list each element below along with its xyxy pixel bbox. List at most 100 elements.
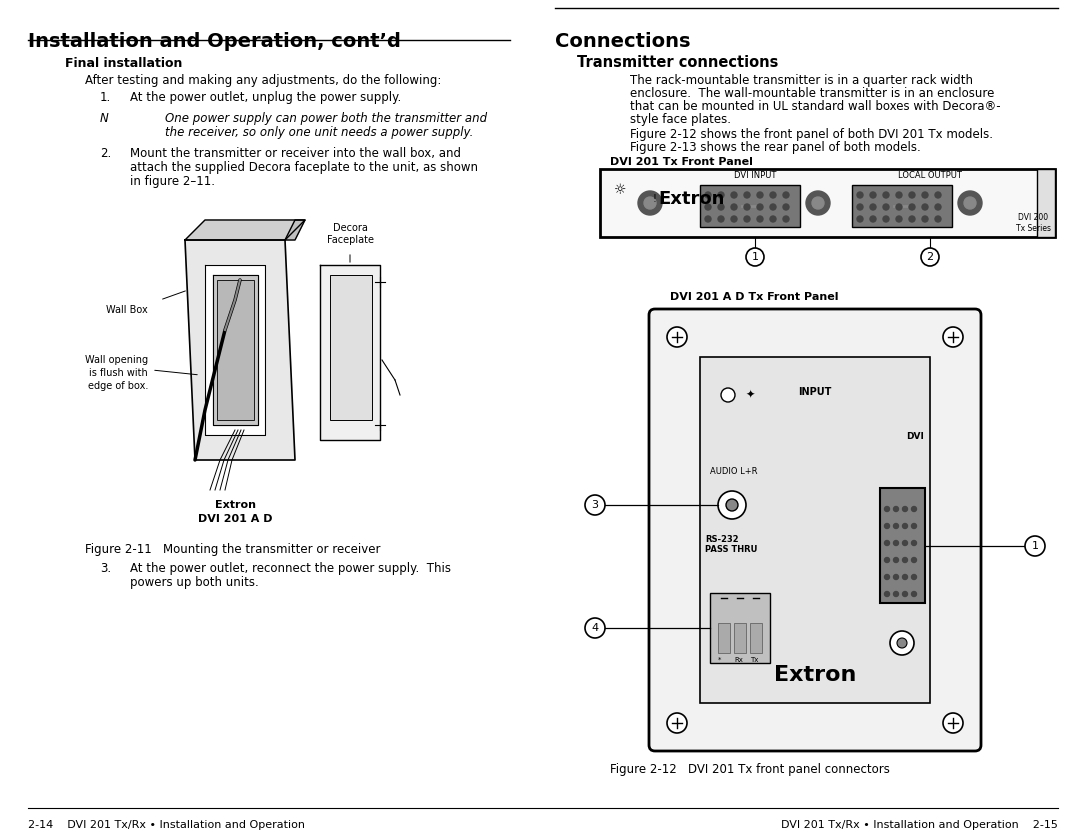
Bar: [700, 357, 930, 703]
Circle shape: [705, 204, 711, 210]
Text: 4: 4: [592, 623, 598, 633]
Text: RS-232
PASS THRU: RS-232 PASS THRU: [705, 535, 757, 555]
Circle shape: [770, 192, 777, 198]
Text: Connections: Connections: [555, 32, 690, 51]
Circle shape: [922, 204, 928, 210]
Circle shape: [858, 204, 863, 210]
Text: 2-14    DVI 201 Tx/Rx • Installation and Operation: 2-14 DVI 201 Tx/Rx • Installation and Op…: [28, 820, 305, 830]
Circle shape: [858, 192, 863, 198]
Text: ☼: ☼: [613, 183, 626, 197]
Text: DVI 201 A D Tx Front Panel: DVI 201 A D Tx Front Panel: [670, 292, 838, 302]
Circle shape: [912, 591, 917, 596]
Circle shape: [770, 216, 777, 222]
Circle shape: [726, 499, 738, 511]
Text: DVI 200
Tx Series: DVI 200 Tx Series: [1015, 213, 1051, 233]
Circle shape: [718, 491, 746, 519]
Text: DVI INPUT: DVI INPUT: [733, 171, 777, 180]
Bar: [718, 623, 730, 653]
Circle shape: [903, 506, 907, 511]
Bar: [852, 185, 951, 227]
Text: Wall Box: Wall Box: [106, 305, 148, 315]
Circle shape: [909, 216, 915, 222]
Text: Extron: Extron: [773, 665, 856, 685]
Circle shape: [964, 197, 976, 209]
Text: Rx: Rx: [734, 657, 743, 663]
Circle shape: [858, 216, 863, 222]
Text: 3.: 3.: [100, 562, 111, 575]
Circle shape: [893, 506, 899, 511]
Text: powers up both units.: powers up both units.: [130, 576, 259, 589]
Text: Wall opening
is flush with
edge of box.: Wall opening is flush with edge of box.: [85, 355, 148, 391]
Polygon shape: [285, 220, 305, 240]
Circle shape: [718, 192, 724, 198]
Text: enclosure.  The wall-mountable transmitter is in an enclosure: enclosure. The wall-mountable transmitte…: [630, 87, 995, 100]
Circle shape: [638, 191, 662, 215]
Text: DVI 201 Tx Front Panel: DVI 201 Tx Front Panel: [610, 157, 753, 167]
Circle shape: [757, 216, 762, 222]
Text: Figure 2-11   Mounting the transmitter or receiver: Figure 2-11 Mounting the transmitter or …: [85, 543, 380, 556]
Circle shape: [885, 506, 890, 511]
Circle shape: [922, 216, 928, 222]
Circle shape: [744, 204, 750, 210]
Circle shape: [744, 216, 750, 222]
Circle shape: [885, 524, 890, 529]
Circle shape: [885, 575, 890, 580]
Bar: [1037, 169, 1055, 237]
Circle shape: [943, 327, 963, 347]
Circle shape: [731, 204, 737, 210]
Circle shape: [935, 216, 941, 222]
Text: *: *: [718, 657, 721, 663]
Circle shape: [870, 204, 876, 210]
Text: AUDIO L+R: AUDIO L+R: [710, 467, 757, 476]
Circle shape: [667, 327, 687, 347]
Circle shape: [943, 713, 963, 733]
Circle shape: [922, 192, 928, 198]
Circle shape: [893, 524, 899, 529]
Text: Installation and Operation, cont’d: Installation and Operation, cont’d: [28, 32, 401, 51]
Circle shape: [935, 192, 941, 198]
Text: Figure 2-12   DVI 201 Tx front panel connectors: Figure 2-12 DVI 201 Tx front panel conne…: [610, 763, 890, 776]
Text: !: !: [652, 194, 656, 204]
Bar: [734, 623, 746, 653]
Text: attach the supplied Decora faceplate to the unit, as shown: attach the supplied Decora faceplate to …: [130, 161, 478, 174]
Circle shape: [1025, 536, 1045, 556]
Circle shape: [731, 216, 737, 222]
Circle shape: [893, 575, 899, 580]
Circle shape: [893, 591, 899, 596]
Circle shape: [757, 204, 762, 210]
Circle shape: [757, 192, 762, 198]
Text: LOCAL OUTPUT: LOCAL OUTPUT: [899, 171, 962, 180]
Text: Decora
Faceplate: Decora Faceplate: [326, 223, 374, 245]
Text: After testing and making any adjustments, do the following:: After testing and making any adjustments…: [85, 74, 442, 87]
Circle shape: [721, 388, 735, 402]
Circle shape: [585, 495, 605, 515]
Circle shape: [731, 192, 737, 198]
Circle shape: [912, 557, 917, 562]
Circle shape: [806, 191, 831, 215]
Circle shape: [958, 191, 982, 215]
Circle shape: [912, 575, 917, 580]
Text: ✦: ✦: [745, 390, 755, 400]
Circle shape: [783, 216, 789, 222]
Circle shape: [744, 192, 750, 198]
Circle shape: [897, 638, 907, 648]
Polygon shape: [213, 275, 258, 425]
Text: Extron: Extron: [215, 500, 256, 510]
Circle shape: [746, 248, 764, 266]
Bar: [330, 275, 372, 420]
Circle shape: [896, 204, 902, 210]
Text: 3: 3: [592, 500, 598, 510]
Bar: [710, 593, 770, 663]
Text: DVI: DVI: [906, 432, 923, 441]
Circle shape: [667, 713, 687, 733]
Circle shape: [812, 197, 824, 209]
Text: 1: 1: [752, 252, 758, 262]
Circle shape: [783, 204, 789, 210]
Text: the receiver, so only one unit needs a power supply.: the receiver, so only one unit needs a p…: [165, 126, 473, 139]
Circle shape: [903, 557, 907, 562]
Circle shape: [921, 248, 939, 266]
Circle shape: [909, 192, 915, 198]
Text: INPUT: INPUT: [798, 387, 832, 397]
Text: DVI 201 A D: DVI 201 A D: [198, 514, 272, 524]
Circle shape: [705, 216, 711, 222]
